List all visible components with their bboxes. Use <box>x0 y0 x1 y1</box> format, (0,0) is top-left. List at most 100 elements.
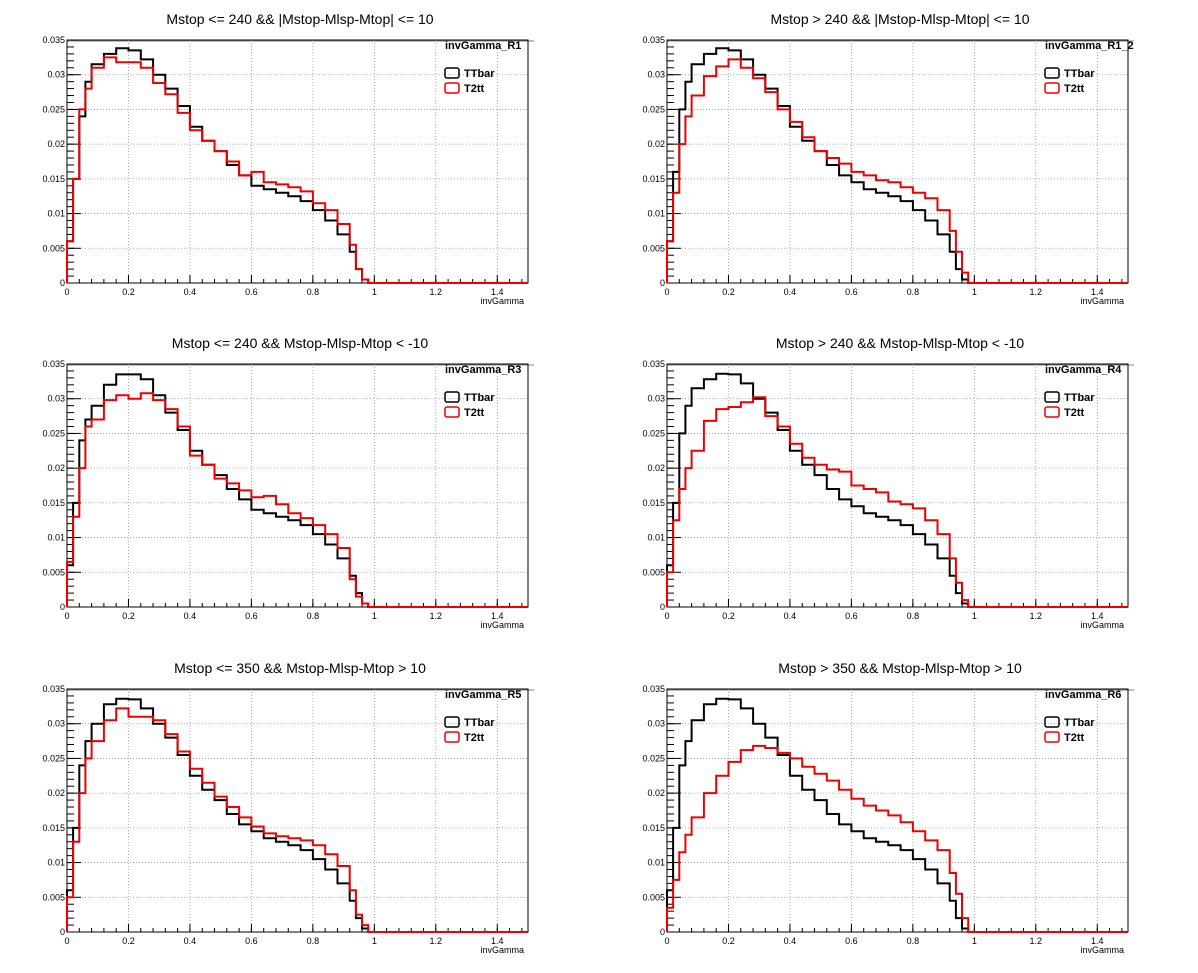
x-axis-label: invGamma <box>480 945 524 955</box>
y-tick-label: 0.035 <box>642 684 665 694</box>
y-tick-label: 0.015 <box>42 823 65 833</box>
y-tick-label: 0 <box>60 278 65 288</box>
x-tick-label: 1.4 <box>1091 287 1104 297</box>
chart-title: Mstop <= 350 && Mstop-Mlsp-Mtop > 10 <box>174 660 426 676</box>
y-tick-label: 0.02 <box>47 463 65 473</box>
series-t2tt-line <box>666 744 1128 933</box>
x-tick-label: 0.6 <box>245 611 258 621</box>
legend: TTbar T2tt <box>1044 716 1095 744</box>
x-tick-label: 0.6 <box>245 936 258 946</box>
y-tick-label: 0.035 <box>42 35 65 45</box>
x-tick-label: 0.6 <box>845 287 858 297</box>
x-tick-label: 0.6 <box>245 287 258 297</box>
chart-panel-6: Mstop > 350 && Mstop-Mlsp-Mtop > 10 0 0.2 0… <box>642 660 1134 955</box>
y-tick-label: 0.005 <box>42 892 65 902</box>
x-tick-label: 0.6 <box>845 936 858 946</box>
legend-label-ttbar: TTbar <box>464 392 495 404</box>
x-tick-label: 0.4 <box>184 611 197 621</box>
stat-box-title: invGamma_R4 <box>1045 364 1122 376</box>
x-tick-label: 1.2 <box>430 611 443 621</box>
y-tick-label: 0.005 <box>642 892 665 902</box>
y-tick-label: 0.025 <box>642 428 665 438</box>
y-tick-label: 0.025 <box>642 753 665 763</box>
series-t2tt-line <box>66 707 528 933</box>
x-tick-label: 0.8 <box>907 611 920 621</box>
stat-box: invGamma_R3 <box>67 364 534 376</box>
x-tick-label: 0.6 <box>845 611 858 621</box>
y-tick-label: 0.03 <box>647 394 665 404</box>
chart-panel-5: Mstop <= 350 && Mstop-Mlsp-Mtop > 10 0 0.2… <box>42 660 534 955</box>
x-tick-label: 1.2 <box>1030 287 1043 297</box>
y-tick-label: 0.03 <box>47 719 65 729</box>
y-tick-label: 0.015 <box>642 174 665 184</box>
x-tick-label: 0.2 <box>122 611 135 621</box>
x-tick-label: 1 <box>372 936 377 946</box>
legend-swatch-ttbar <box>444 391 460 403</box>
stat-box-title: invGamma_R1_2 <box>1045 40 1134 52</box>
series-t2tt-line <box>666 58 1128 284</box>
y-tick-label: 0.035 <box>42 684 65 694</box>
legend-label-ttbar: TTbar <box>1064 392 1095 404</box>
legend-swatch-ttbar <box>444 716 460 728</box>
x-tick-label: 0.8 <box>307 287 320 297</box>
chart-title: Mstop > 240 && |Mstop-Mlsp-Mtop| <= 10 <box>771 11 1030 27</box>
x-tick-label: 1.4 <box>491 287 504 297</box>
chart-panel-2: Mstop > 240 && |Mstop-Mlsp-Mtop| <= 10 0 0… <box>642 11 1134 306</box>
chart-title: Mstop <= 240 && |Mstop-Mlsp-Mtop| <= 10 <box>166 11 433 27</box>
x-tick-label: 0 <box>664 287 669 297</box>
legend-label-t2tt: T2tt <box>464 83 485 95</box>
legend-swatch-ttbar <box>1044 391 1060 403</box>
legend-label-ttbar: TTbar <box>1064 717 1095 729</box>
series-t2tt-line <box>666 396 1128 608</box>
legend-swatch-t2tt <box>1044 406 1060 418</box>
plot-frame <box>66 363 529 608</box>
y-tick-label: 0.005 <box>42 567 65 577</box>
x-tick-label: 1.2 <box>1030 611 1043 621</box>
x-tick-label: 0.4 <box>184 936 197 946</box>
x-tick-label: 0.2 <box>122 287 135 297</box>
y-tick-label: 0.01 <box>47 858 65 868</box>
y-tick-label: 0.005 <box>642 243 665 253</box>
x-tick-label: 0.2 <box>122 936 135 946</box>
y-tick-label: 0.01 <box>47 533 65 543</box>
chart-panel-3: Mstop <= 240 && Mstop-Mlsp-Mtop < -10 0 0.… <box>42 335 534 630</box>
x-tick-label: 0.8 <box>307 611 320 621</box>
y-tick-label: 0.02 <box>647 788 665 798</box>
legend-label-ttbar: TTbar <box>464 717 495 729</box>
y-tick-label: 0.015 <box>642 498 665 508</box>
y-tick-label: 0.035 <box>642 359 665 369</box>
y-tick-label: 0.01 <box>647 209 665 219</box>
stat-box: invGamma_R6 <box>667 689 1134 701</box>
x-tick-label: 0.4 <box>784 611 797 621</box>
plot-frame <box>666 39 1129 284</box>
x-tick-label: 0.8 <box>907 936 920 946</box>
x-axis-label: invGamma <box>480 296 524 306</box>
series-ttbar-line <box>66 697 528 933</box>
legend-swatch-t2tt <box>1044 82 1060 94</box>
y-tick-label: 0.02 <box>647 139 665 149</box>
y-tick-label: 0 <box>60 602 65 612</box>
legend-swatch-ttbar <box>1044 716 1060 728</box>
legend: TTbar T2tt <box>1044 391 1095 419</box>
x-tick-label: 0 <box>64 611 69 621</box>
legend-label-ttbar: TTbar <box>464 68 495 80</box>
x-axis-label: invGamma <box>1080 620 1124 630</box>
legend: TTbar T2tt <box>444 391 495 419</box>
x-tick-label: 1 <box>972 936 977 946</box>
legend-swatch-t2tt <box>1044 731 1060 743</box>
y-tick-label: 0.025 <box>42 104 65 114</box>
stat-box: invGamma_R4 <box>667 364 1134 376</box>
series-t2tt-line <box>66 392 528 608</box>
legend-label-t2tt: T2tt <box>464 407 485 419</box>
y-tick-label: 0.02 <box>47 139 65 149</box>
y-tick-label: 0.005 <box>42 243 65 253</box>
x-tick-label: 0 <box>664 611 669 621</box>
plot-frame <box>66 688 529 933</box>
x-tick-label: 1.2 <box>430 936 443 946</box>
chart-title: Mstop > 350 && Mstop-Mlsp-Mtop > 10 <box>778 660 1022 676</box>
x-tick-label: 1.2 <box>1030 936 1043 946</box>
chart-title: Mstop <= 240 && Mstop-Mlsp-Mtop < -10 <box>172 335 429 351</box>
y-tick-label: 0.03 <box>647 70 665 80</box>
chart-title: Mstop > 240 && Mstop-Mlsp-Mtop < -10 <box>776 335 1024 351</box>
